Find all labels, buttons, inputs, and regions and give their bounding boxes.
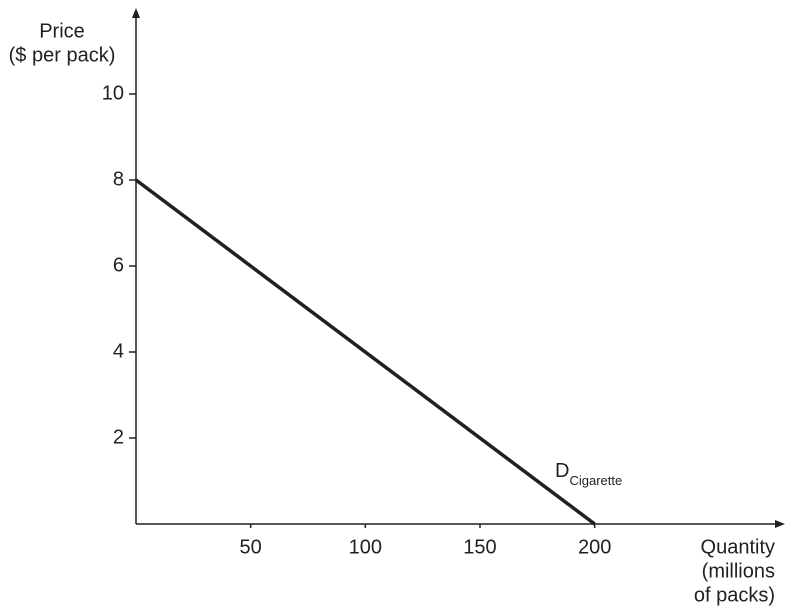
x-axis-label: Quantity [701, 536, 775, 558]
x-tick-label: 200 [578, 536, 611, 558]
x-tick-label: 150 [463, 536, 496, 558]
y-tick-label: 6 [113, 254, 124, 276]
y-axis-label: ($ per pack) [9, 44, 116, 66]
y-tick-label: 2 [113, 426, 124, 448]
y-axis-label: Price [39, 20, 85, 42]
series-label-subscript: Cigarette [569, 473, 622, 488]
series-label: DCigarette [555, 460, 622, 488]
x-tick-label: 50 [240, 536, 262, 558]
x-axis-arrow [775, 520, 785, 528]
x-axis-label: of packs) [694, 584, 775, 606]
y-axis-arrow [132, 8, 140, 18]
y-tick-label: 8 [113, 168, 124, 190]
demand-line [134, 178, 596, 526]
y-tick-label: 10 [102, 82, 124, 104]
x-axis-label: (millions [702, 560, 775, 582]
x-tick-label: 100 [349, 536, 382, 558]
series-label-name: D [555, 460, 569, 482]
y-tick-label: 4 [113, 340, 124, 362]
